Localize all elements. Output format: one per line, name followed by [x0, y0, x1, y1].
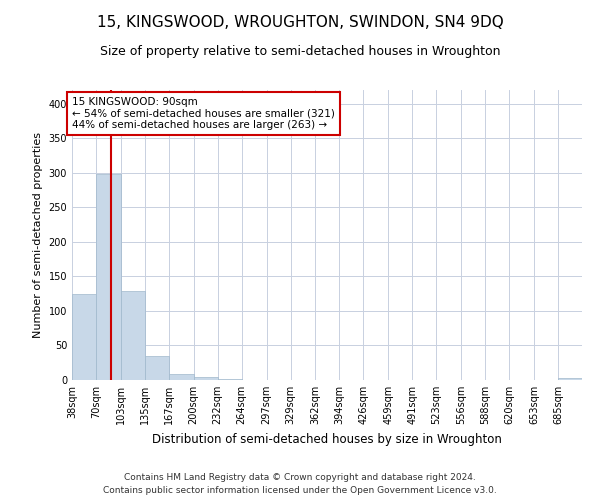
Y-axis label: Number of semi-detached properties: Number of semi-detached properties	[33, 132, 43, 338]
Bar	[96, 174, 121, 380]
Text: 15 KINGSWOOD: 90sqm
← 54% of semi-detached houses are smaller (321)
44% of semi-: 15 KINGSWOOD: 90sqm ← 54% of semi-detach…	[72, 97, 335, 130]
Bar	[169, 374, 194, 380]
Text: Contains HM Land Registry data © Crown copyright and database right 2024.
Contai: Contains HM Land Registry data © Crown c…	[103, 474, 497, 495]
Text: 15, KINGSWOOD, WROUGHTON, SWINDON, SN4 9DQ: 15, KINGSWOOD, WROUGHTON, SWINDON, SN4 9…	[97, 15, 503, 30]
Bar	[558, 378, 582, 380]
Bar	[121, 291, 145, 380]
Bar	[72, 294, 96, 380]
X-axis label: Distribution of semi-detached houses by size in Wroughton: Distribution of semi-detached houses by …	[152, 432, 502, 446]
Bar	[194, 376, 218, 380]
Bar	[218, 378, 242, 380]
Bar	[145, 356, 169, 380]
Text: Size of property relative to semi-detached houses in Wroughton: Size of property relative to semi-detach…	[100, 45, 500, 58]
